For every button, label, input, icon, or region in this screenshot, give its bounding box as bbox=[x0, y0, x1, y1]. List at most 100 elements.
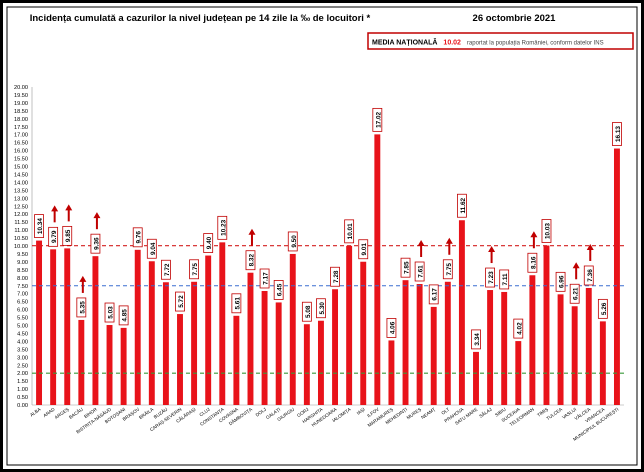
data-label-box bbox=[316, 298, 326, 319]
data-label: 8.16 bbox=[527, 252, 537, 273]
data-label-box bbox=[372, 107, 383, 132]
bar bbox=[50, 249, 57, 405]
data-label: 10.03 bbox=[541, 219, 551, 243]
bar bbox=[543, 245, 550, 405]
bar bbox=[134, 249, 141, 405]
chart-date: 26 octombrie 2021 bbox=[473, 13, 557, 24]
data-label-text: 5.61 bbox=[234, 297, 241, 310]
data-label: 9.79 bbox=[48, 226, 58, 247]
bar bbox=[261, 290, 268, 405]
data-label: 9.36 bbox=[90, 233, 101, 254]
data-label-text: 5.08 bbox=[305, 305, 312, 318]
y-tick-label: 19.50 bbox=[14, 93, 28, 99]
data-label-box bbox=[175, 291, 185, 312]
data-label-text: 7.75 bbox=[446, 263, 453, 276]
data-label-box bbox=[132, 227, 143, 248]
data-label: 3.34 bbox=[471, 329, 481, 350]
y-tick-label: 11.00 bbox=[14, 228, 28, 234]
data-label-text: 5.72 bbox=[178, 295, 185, 308]
data-label-box bbox=[146, 238, 157, 259]
data-label: 4.85 bbox=[118, 305, 129, 326]
bar bbox=[473, 351, 479, 405]
data-label-text: 9.04 bbox=[150, 242, 157, 255]
data-label-box bbox=[161, 259, 171, 280]
bar bbox=[332, 289, 339, 405]
x-tick-label: ARAD bbox=[42, 406, 56, 418]
y-tick-label: 7.50 bbox=[17, 284, 28, 290]
data-label: 4.02 bbox=[513, 318, 523, 339]
bar bbox=[599, 321, 606, 405]
data-label-text: 10.34 bbox=[37, 218, 44, 234]
data-label-text: 5.26 bbox=[601, 302, 608, 315]
y-tick-label: 1.50 bbox=[17, 379, 28, 385]
data-label: 11.62 bbox=[457, 193, 467, 218]
data-label-box bbox=[612, 122, 622, 146]
plot-area: 0.00 0.50 1.00 1.50 2.00 2.50 3.00 3.50 4.00 4.50… bbox=[14, 85, 624, 442]
bar bbox=[487, 290, 494, 405]
data-label-text: 9.79 bbox=[51, 230, 58, 243]
x-tick-label: BRAȘOV bbox=[122, 406, 141, 422]
x-tick-label: OLT bbox=[440, 407, 450, 416]
trend-arrow-head bbox=[248, 228, 256, 235]
data-label-text: 10.01 bbox=[347, 223, 354, 239]
data-label-box bbox=[358, 239, 369, 260]
data-label-box bbox=[287, 231, 298, 252]
data-label-text: 6.96 bbox=[559, 275, 566, 288]
media-box bbox=[367, 32, 634, 50]
bar bbox=[233, 315, 240, 405]
media-text: MEDIA NAȚIONALĂ 10.02 raportat la popula… bbox=[372, 38, 604, 47]
data-label-box bbox=[386, 318, 397, 338]
bar bbox=[317, 320, 324, 405]
bar bbox=[571, 306, 578, 405]
data-label-text: 10.23 bbox=[220, 219, 227, 235]
data-label-box bbox=[104, 302, 115, 323]
trend-arrow-head bbox=[93, 212, 101, 219]
y-tick-label: 4.50 bbox=[17, 331, 28, 337]
y-tick-label: 9.50 bbox=[17, 252, 28, 258]
bar bbox=[444, 281, 451, 405]
y-tick-label: 10.00 bbox=[14, 244, 28, 250]
data-label-text: 7.23 bbox=[488, 271, 495, 284]
data-label-text: 9.40 bbox=[206, 236, 213, 249]
y-tick-label: 12.50 bbox=[14, 204, 28, 210]
y-tick-label: 6.50 bbox=[17, 300, 28, 306]
data-label-box bbox=[90, 233, 101, 254]
data-label: 17.02 bbox=[372, 107, 383, 132]
y-tick-label: 3.50 bbox=[17, 347, 28, 353]
data-label: 7.17 bbox=[259, 268, 270, 289]
data-label: 5.26 bbox=[597, 298, 608, 319]
x-tick-label: ARGEȘ bbox=[54, 407, 70, 420]
data-label-box bbox=[301, 301, 312, 322]
data-label-text: 7.17 bbox=[263, 272, 270, 285]
bar bbox=[458, 220, 465, 405]
data-label: 9.04 bbox=[146, 238, 157, 259]
data-label: 7.23 bbox=[485, 267, 495, 288]
bar bbox=[36, 240, 43, 405]
data-label: 10.01 bbox=[344, 219, 354, 244]
x-tick-label: TULCEA bbox=[545, 406, 563, 421]
bar bbox=[501, 291, 508, 405]
data-label: 5.72 bbox=[175, 291, 185, 312]
y-tick-label: 20.00 bbox=[14, 85, 28, 91]
y-tick-label: 16.50 bbox=[14, 141, 28, 147]
data-label-text: 7.36 bbox=[587, 269, 594, 282]
data-label-text: 3.34 bbox=[474, 333, 481, 346]
data-label: 6.45 bbox=[273, 280, 284, 300]
data-label-box bbox=[330, 266, 340, 287]
data-label: 7.28 bbox=[330, 266, 340, 287]
data-label: 9.01 bbox=[358, 239, 369, 260]
y-tick-label: 18.50 bbox=[14, 109, 28, 115]
y-tick-label: 11.50 bbox=[14, 220, 28, 226]
x-tick-label: NEAMȚ bbox=[420, 407, 436, 420]
data-label-box bbox=[231, 293, 242, 314]
x-tick-label: DOLJ bbox=[255, 407, 267, 418]
data-label-text: 16.13 bbox=[615, 126, 622, 142]
data-label-box bbox=[259, 268, 270, 289]
data-label-box bbox=[217, 215, 228, 240]
bar bbox=[106, 325, 113, 405]
y-tick-label: 7.00 bbox=[17, 292, 28, 298]
data-label-box bbox=[499, 269, 510, 290]
y-tick-label: 5.50 bbox=[17, 316, 28, 322]
